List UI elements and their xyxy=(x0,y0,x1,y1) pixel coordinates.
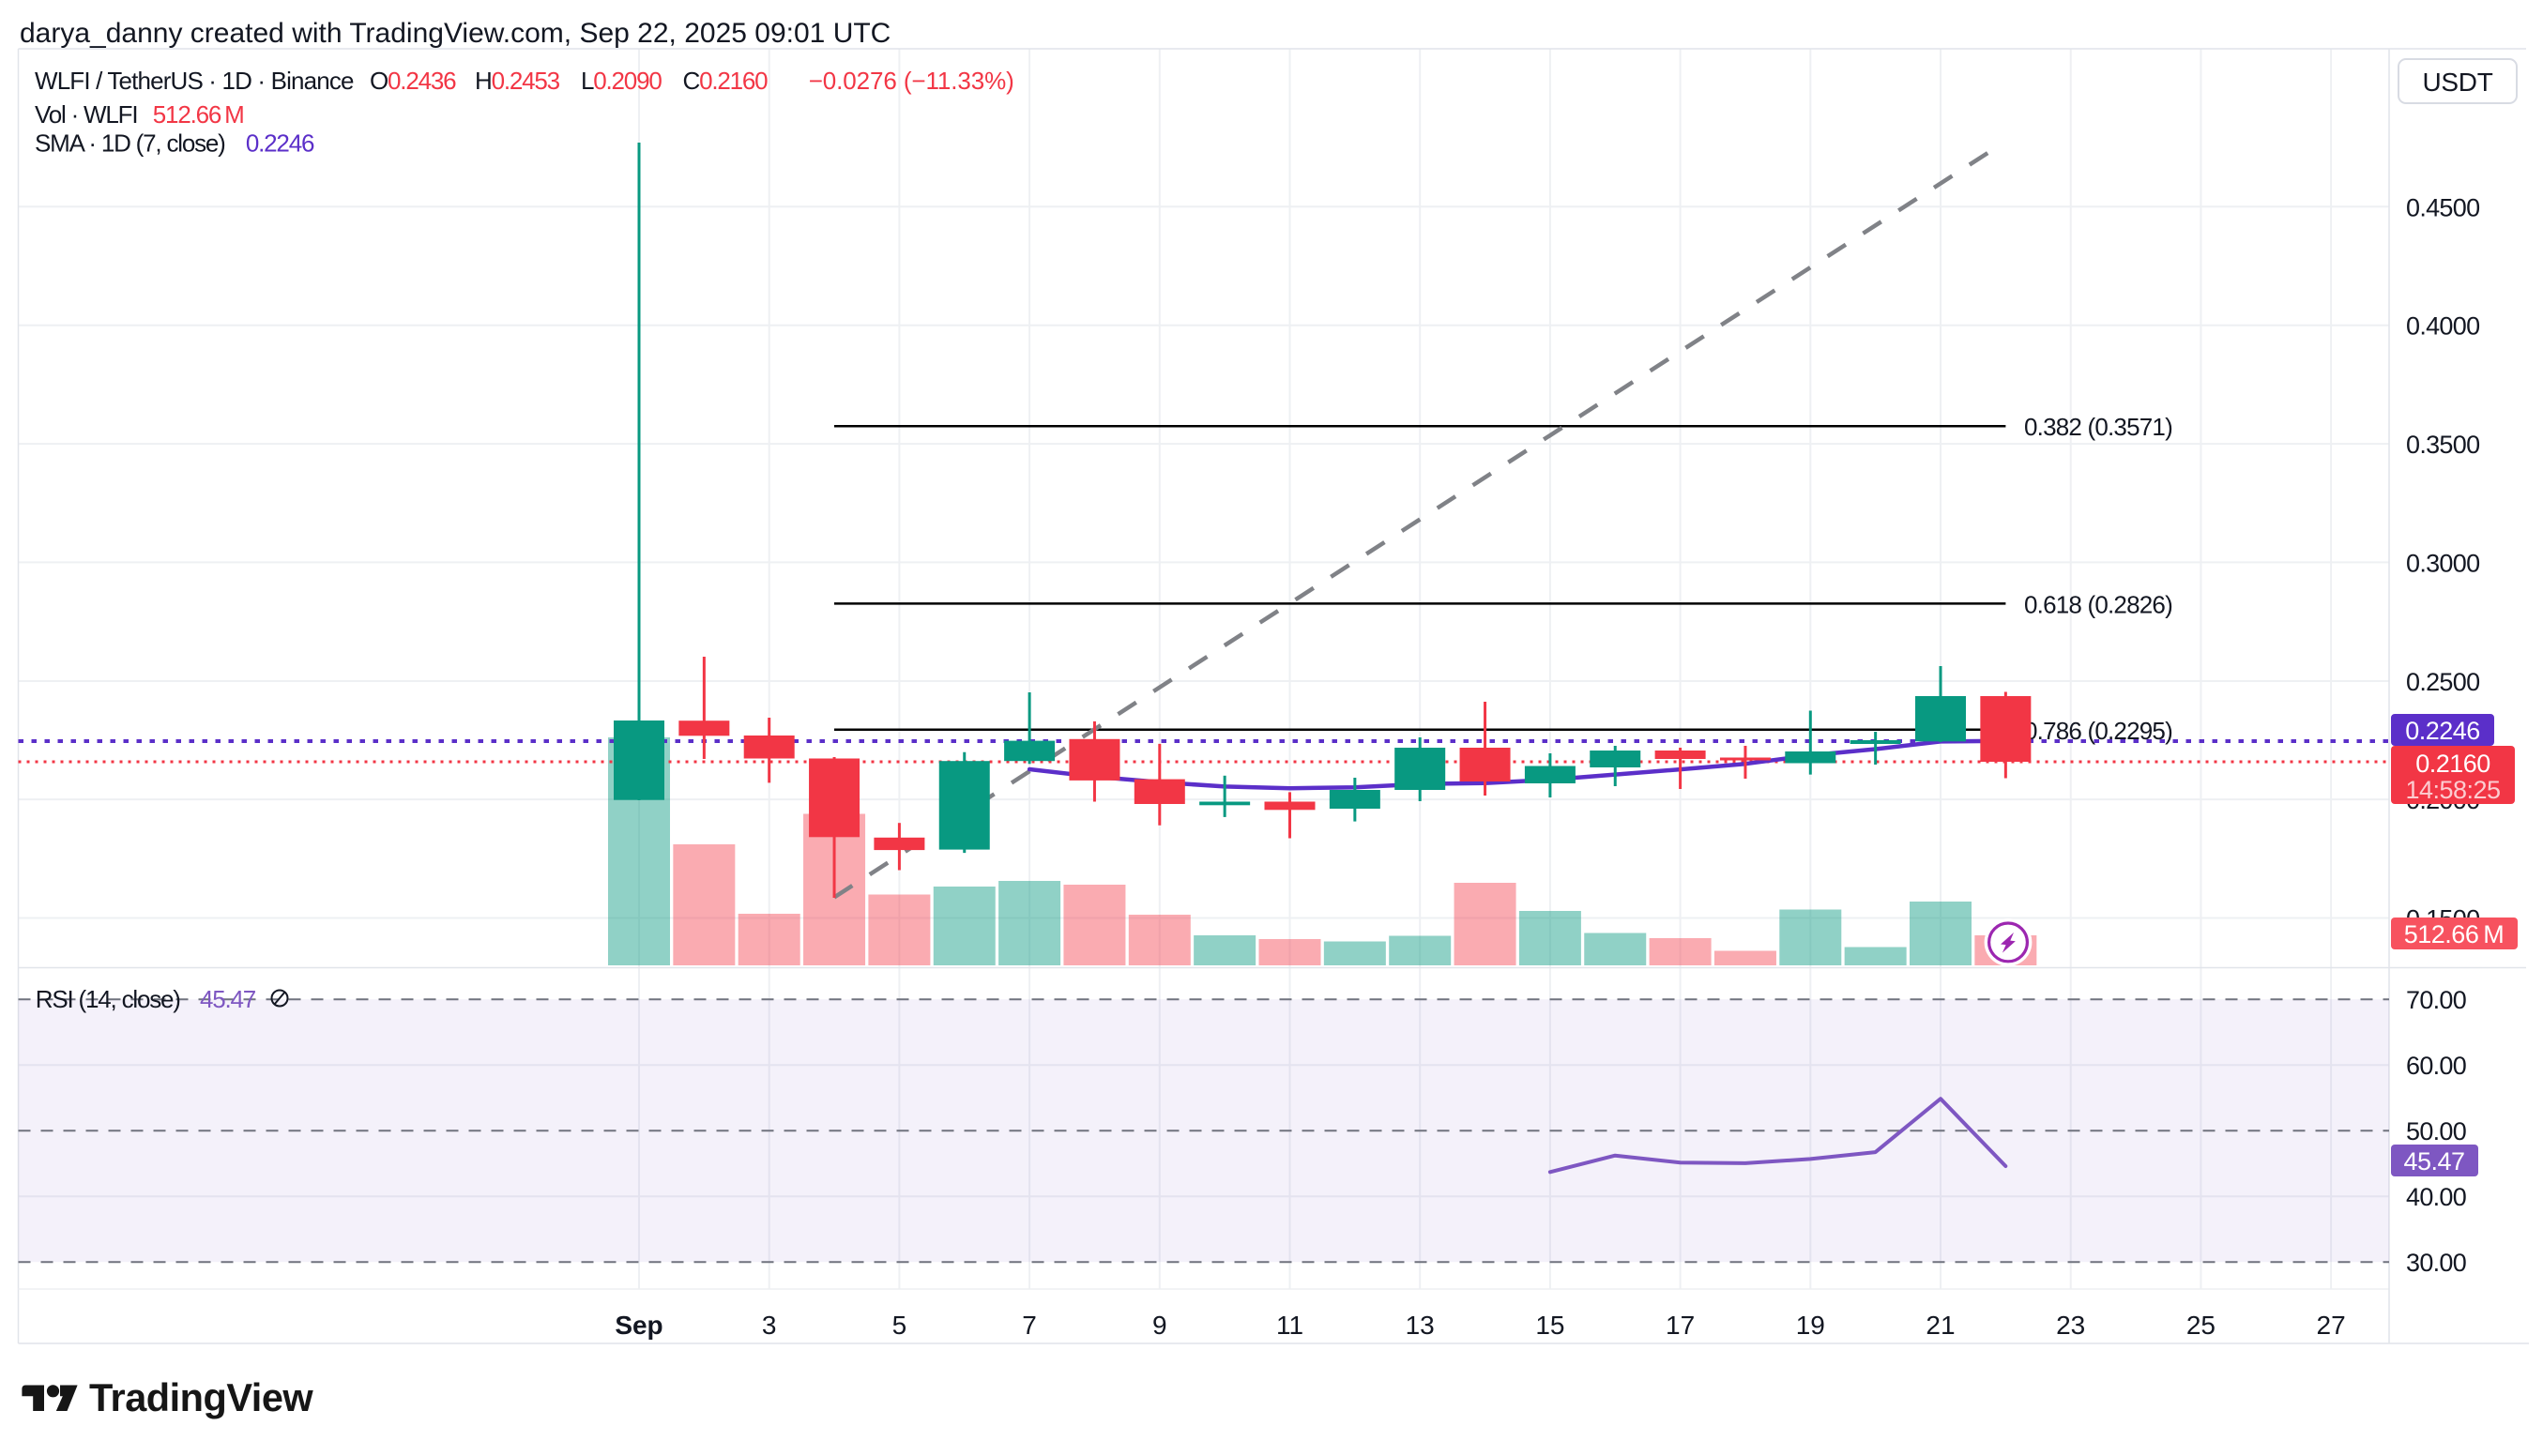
svg-text:TradingView: TradingView xyxy=(89,1375,313,1419)
svg-text:19: 19 xyxy=(1796,1311,1825,1340)
svg-text:15: 15 xyxy=(1535,1311,1564,1340)
svg-text:40.00: 40.00 xyxy=(2406,1183,2466,1211)
svg-text:50.00: 50.00 xyxy=(2406,1117,2466,1145)
svg-text:SMA · 1D (7, close)0.2246: SMA · 1D (7, close) 0.2246 xyxy=(35,129,314,158)
svg-text:0.382 (0.3571): 0.382 (0.3571) xyxy=(2024,413,2172,441)
svg-text:0.2246: 0.2246 xyxy=(2405,717,2480,745)
svg-text:11: 11 xyxy=(1276,1311,1303,1340)
svg-text:23: 23 xyxy=(2056,1311,2085,1340)
svg-text:0.4500: 0.4500 xyxy=(2406,193,2479,221)
svg-text:60.00: 60.00 xyxy=(2406,1052,2466,1080)
svg-text:0.3000: 0.3000 xyxy=(2406,549,2479,577)
svg-text:30.00: 30.00 xyxy=(2406,1249,2466,1277)
svg-text:512.66 M: 512.66 M xyxy=(2404,920,2504,948)
svg-text:70.00: 70.00 xyxy=(2406,986,2466,1014)
svg-text:13: 13 xyxy=(1406,1311,1435,1340)
svg-text:WLFI / TetherUS · 1D · Binance: WLFI / TetherUS · 1D · Binance O0.2436 H0.… xyxy=(35,67,1014,95)
svg-text:0.3500: 0.3500 xyxy=(2406,431,2479,459)
svg-text:5: 5 xyxy=(892,1311,907,1340)
svg-text:Sep: Sep xyxy=(615,1311,662,1340)
svg-text:darya_danny created with Tradi: darya_danny created with TradingView.com… xyxy=(20,18,891,49)
svg-text:21: 21 xyxy=(1926,1311,1955,1340)
svg-text:25: 25 xyxy=(2186,1311,2216,1340)
svg-text:0.618 (0.2826): 0.618 (0.2826) xyxy=(2024,590,2172,618)
svg-text:0.4000: 0.4000 xyxy=(2406,312,2479,341)
svg-text:45.47: 45.47 xyxy=(2403,1147,2464,1175)
svg-text:0.2500: 0.2500 xyxy=(2406,668,2479,696)
svg-text:27: 27 xyxy=(2317,1311,2346,1340)
svg-text:3: 3 xyxy=(762,1311,777,1340)
svg-text:0.2160: 0.2160 xyxy=(2415,750,2490,778)
svg-text:USDT: USDT xyxy=(2422,68,2492,97)
svg-text:9: 9 xyxy=(1152,1311,1167,1340)
svg-text:17: 17 xyxy=(1666,1311,1695,1340)
svg-text:14:58:25: 14:58:25 xyxy=(2405,776,2500,804)
svg-text:7: 7 xyxy=(1022,1311,1037,1340)
svg-text:RSI (14, close)45.47: RSI (14, close) 45.47 xyxy=(36,985,256,1013)
